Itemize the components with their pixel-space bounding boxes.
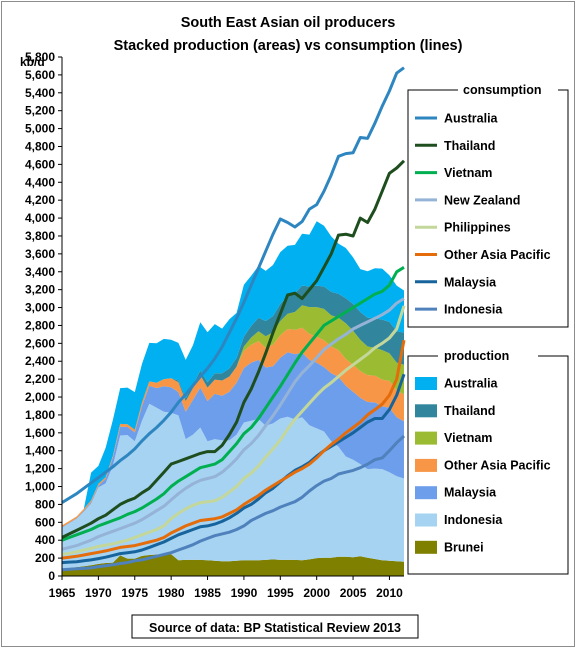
source-box (131, 614, 419, 639)
legend-label: Philippines (444, 221, 511, 235)
y-tick-label: 3,000 (25, 301, 55, 315)
y-tick-label: 5,400 (25, 86, 55, 100)
legend-label: Vietnam (444, 431, 492, 445)
legend-label: New Zealand (444, 193, 520, 207)
consumption-line-new-zealand (61, 297, 405, 551)
y-tick-label: 1,400 (25, 444, 55, 458)
legend-label: Thailand (444, 404, 495, 418)
y-tick-label: 3,800 (25, 229, 55, 243)
x-tick-label: 2000 (303, 586, 330, 600)
legend-label: Australia (444, 377, 499, 391)
y-tick-label: 2,200 (25, 372, 55, 386)
y-tick-label: 600 (35, 515, 55, 529)
legend-label: Other Asia Pacific (444, 458, 551, 472)
x-tick-label: 1970 (85, 586, 112, 600)
y-tick-label: 3,200 (25, 283, 55, 297)
y-tick-label: 5,800 (25, 50, 55, 64)
production-area-malaysia (62, 352, 404, 528)
y-tick-label: 4,800 (25, 139, 55, 153)
production-areas (62, 221, 404, 576)
consumption-line-philippines (61, 305, 406, 556)
legend-label: Malaysia (444, 486, 497, 500)
legend-label: Indonesia (444, 513, 503, 527)
legend-label: Thailand (444, 139, 495, 153)
y-tick-label: 4,000 (25, 211, 55, 225)
legend-swatch-malaysia (415, 486, 437, 500)
legend-label: Australia (444, 112, 499, 126)
y-tick-label: 1,000 (25, 480, 55, 494)
legend-label: Indonesia (444, 303, 503, 317)
y-tick-label: 4,200 (25, 193, 55, 207)
legend-swatch-indonesia (415, 513, 437, 527)
y-tick-label: 5,600 (25, 68, 55, 82)
y-tick-label: 3,400 (25, 265, 55, 279)
consumption-line-vietnam (61, 266, 405, 542)
y-tick-label: 2,400 (25, 354, 55, 368)
y-tick-label: 2,600 (25, 336, 55, 350)
legend-label: Vietnam (444, 166, 492, 180)
x-tick-label: 1985 (194, 586, 221, 600)
y-tick-label: 1,200 (25, 462, 55, 476)
legend-swatch-australia (415, 377, 437, 390)
production-legend: Australia Thailand Vietnam Other Asia Pacif… (415, 377, 551, 554)
consumption-line-thailand (61, 159, 406, 539)
legend-swatch-thailand (415, 404, 437, 418)
x-tick-label: 1980 (158, 586, 185, 600)
consumption-legend: Australia Thailand Vietnam New Zealand Phili… (415, 112, 551, 317)
consumption-line-indonesia (61, 434, 406, 572)
y-tick-label: 1,800 (25, 408, 55, 422)
x-tick-labels: 1965 1970 1975 1980 1985 1990 1995 2000 2005 2010 (49, 586, 403, 600)
y-tick-label: 4,400 (25, 175, 55, 189)
y-tick-label: 5,000 (25, 122, 55, 136)
y-axis-label: kb/d (20, 55, 45, 69)
legend-label: Brunei (444, 540, 484, 554)
y-tick-labels: 0 200 400 600 800 1,000 1,200 1,400 1,600 1,800 2,… (25, 50, 55, 583)
consumption-legend-box (407, 89, 569, 328)
x-tick-label: 2005 (340, 586, 367, 600)
x-tick-label: 1995 (267, 586, 294, 600)
y-tick-label: 400 (35, 533, 55, 547)
consumption-line-malaysia (61, 373, 406, 565)
y-tick-label: 1,600 (25, 426, 55, 440)
consumption-line-australia (61, 66, 405, 504)
axes (58, 56, 404, 580)
legend-swatch-vietnam (415, 431, 437, 445)
y-tick-label: 200 (35, 551, 55, 565)
production-area-indonesia (62, 403, 404, 569)
x-tick-label: 1965 (49, 586, 76, 600)
y-tick-label: 800 (35, 497, 55, 511)
consumption-line-other-asia-pacific (61, 339, 406, 560)
production-area-other-asia-pacific (62, 327, 404, 528)
y-tick-label: 2,800 (25, 318, 55, 332)
production-legend-title: production (444, 349, 509, 363)
legend-swatch-brunei (415, 540, 437, 554)
consumption-lines (61, 66, 406, 572)
x-tick-label: 2010 (376, 586, 403, 600)
y-tick-label: 3,600 (25, 247, 55, 261)
y-tick-label: 0 (48, 569, 55, 583)
y-tick-label: 5,200 (25, 104, 55, 118)
legend-swatch-other-asia-pacific (415, 458, 437, 472)
legend-label: Malaysia (444, 275, 497, 289)
consumption-legend-title: consumption (463, 83, 541, 97)
chart-subtitle: Stacked production (areas) vs consumptio… (114, 38, 463, 54)
y-tick-label: 4,600 (25, 157, 55, 171)
legend-label: Other Asia Pacific (444, 248, 551, 262)
y-tick-label: 2,000 (25, 390, 55, 404)
source-note: Source of data: BP Statistical Review 20… (149, 621, 401, 635)
chart-title: South East Asian oil producers (181, 15, 396, 31)
x-tick-label: 1990 (231, 586, 258, 600)
x-tick-label: 1975 (121, 586, 148, 600)
